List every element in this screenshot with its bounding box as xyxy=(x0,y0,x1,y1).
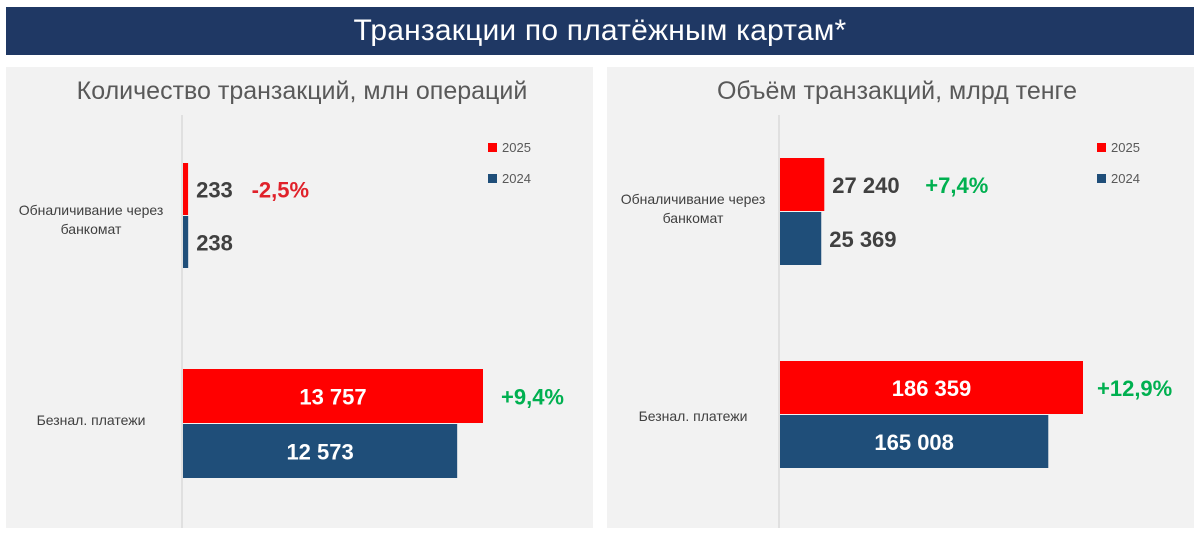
legend-swatch-2024 xyxy=(1097,174,1106,183)
chart-panel-transaction-volume: Объём транзакций, млрд тенге 2025 2024 Обна… xyxy=(607,67,1194,528)
data-label: 238 xyxy=(196,231,233,256)
change-annotation: +9,4% xyxy=(501,385,564,410)
data-label: 233 xyxy=(196,178,233,203)
data-label: 27 240 xyxy=(832,173,899,198)
chart-transaction-count: Количество транзакций, млн операций 2025 2… xyxy=(19,77,564,528)
bar-2024-cashless xyxy=(780,415,1049,468)
bar-2025-atm xyxy=(780,158,825,211)
legend-swatch-2025 xyxy=(488,143,497,152)
legend-label-2025: 2025 xyxy=(502,140,531,155)
title-banner: Транзакции по платёжным картам* xyxy=(6,7,1194,55)
chart-title: Количество транзакций, млн операций xyxy=(77,77,528,105)
data-label: 186 359 xyxy=(892,376,972,401)
bar-2024-cashless xyxy=(183,424,458,478)
change-annotation: +7,4% xyxy=(925,173,988,198)
chart-panel-transaction-count: Количество транзакций, млн операций 2025 2… xyxy=(6,67,593,528)
chart-transaction-volume: Объём транзакций, млрд тенге 2025 2024 Обна… xyxy=(621,77,1172,528)
legend-swatch-2024 xyxy=(488,174,497,183)
bar-2025-atm xyxy=(183,163,189,215)
category-label: Безнал. платежи xyxy=(37,412,146,428)
bar-2024-atm xyxy=(780,212,822,265)
page-title: Транзакции по платёжным картам* xyxy=(353,14,847,47)
data-label: 25 369 xyxy=(829,227,896,252)
legend-label-2024: 2024 xyxy=(502,171,531,186)
category-label: Обналичивание через банкомат xyxy=(19,202,164,237)
data-label: 13 757 xyxy=(299,385,366,410)
legend-label-2024: 2024 xyxy=(1111,171,1140,186)
legend-swatch-2025 xyxy=(1097,143,1106,152)
change-annotation: -2,5% xyxy=(252,178,309,203)
category-label: Обналичивание через банкомат xyxy=(621,191,766,226)
change-annotation: +12,9% xyxy=(1097,376,1172,401)
bar-2025-cashless xyxy=(780,361,1083,414)
bar-2024-atm xyxy=(183,216,189,268)
data-label: 165 008 xyxy=(874,430,954,455)
legend-label-2025: 2025 xyxy=(1111,140,1140,155)
bar-2025-cashless xyxy=(183,369,483,423)
data-label: 12 573 xyxy=(286,440,353,465)
chart-title: Объём транзакций, млрд тенге xyxy=(717,77,1077,105)
category-label: Безнал. платежи xyxy=(639,408,748,424)
